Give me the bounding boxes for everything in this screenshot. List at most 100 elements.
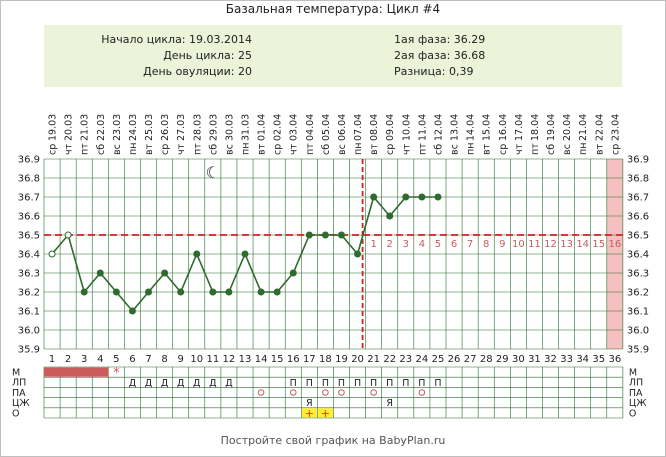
day-number-label: 9 <box>177 354 183 365</box>
day-number-label: 24 <box>416 354 429 365</box>
weekday-label: пт <box>530 143 541 155</box>
lp-mark: П <box>290 378 297 389</box>
weekday-label: вт <box>369 143 380 155</box>
weekday-label: сб <box>546 144 557 155</box>
luteal-day-label: 10 <box>512 239 525 250</box>
day-number-label: 11 <box>206 354 219 365</box>
weekday-label: ср <box>48 144 59 155</box>
date-label: 23.03 <box>112 114 123 141</box>
luteal-day-label: 6 <box>451 239 457 250</box>
date-label: 08.04 <box>369 114 380 141</box>
pa-mark <box>289 389 297 396</box>
ovulation-day: День овуляции: 20 <box>143 65 252 78</box>
date-label: 26.03 <box>160 114 171 141</box>
weekday-label: чт <box>64 143 75 155</box>
temperature-point <box>225 288 233 296</box>
day-number-label: 8 <box>161 354 167 365</box>
czh-mark: Я <box>306 398 313 409</box>
temperature-point <box>177 288 185 296</box>
weekday-label: сб <box>208 144 219 155</box>
weekday-label: ср <box>273 144 284 155</box>
temperature-point <box>209 288 217 296</box>
temperature-point <box>64 231 72 239</box>
pa-mark <box>370 389 377 396</box>
date-label: 11.04 <box>417 114 428 141</box>
moon-icon: ☾ <box>206 163 220 182</box>
row-label-left: ЛП <box>12 378 26 389</box>
o-cell <box>301 408 317 418</box>
footer-link[interactable]: Постройте свой график на BabyPlan.ru <box>220 434 446 447</box>
pa-mark <box>338 389 345 396</box>
luteal-day-label: 12 <box>544 239 557 250</box>
lp-mark: Д <box>145 378 152 389</box>
date-label: 17.04 <box>514 114 525 141</box>
lp-mark: Д <box>225 378 232 389</box>
lp-mark: П <box>322 378 329 389</box>
date-label: 15.04 <box>482 114 493 141</box>
y-tick-label-right: 36.8 <box>627 174 649 185</box>
day-number-label: 28 <box>480 354 493 365</box>
phase-difference: Разница: 0,39 <box>394 65 474 78</box>
y-tick-label-left: 36.2 <box>18 288 40 299</box>
day-number-label: 19 <box>335 354 348 365</box>
lp-mark: Д <box>129 378 136 389</box>
temperature-point <box>257 288 265 296</box>
temperature-point <box>305 231 313 239</box>
y-tick-label-left: 36.8 <box>18 174 40 185</box>
weekday-label: вт <box>594 143 605 155</box>
temperature-point <box>402 193 410 201</box>
weekday-label: чт <box>176 143 187 155</box>
weekday-label: вс <box>562 144 573 155</box>
day-number-label: 34 <box>576 354 589 365</box>
weekday-label: сб <box>96 144 107 155</box>
weekday-label: пт <box>417 143 428 155</box>
row-label-left: ПА <box>12 388 26 399</box>
date-label: 10.04 <box>401 114 412 141</box>
weekday-label: ср <box>498 144 509 155</box>
temperature-point <box>128 307 136 315</box>
star-icon: * <box>113 366 120 381</box>
lp-mark: Д <box>209 378 216 389</box>
date-label: 13.04 <box>450 114 461 141</box>
cycle-day: День цикла: 25 <box>163 49 252 62</box>
luteal-day-label: 14 <box>576 239 589 250</box>
day-number-label: 5 <box>113 354 119 365</box>
weekday-label: вс <box>224 144 235 155</box>
lp-mark: П <box>370 378 377 389</box>
date-label: 20.04 <box>562 114 573 141</box>
pa-mark <box>257 389 265 396</box>
date-label: 06.04 <box>337 114 348 141</box>
luteal-day-label: 4 <box>419 239 425 250</box>
day-number-label: 31 <box>528 354 541 365</box>
day-number-label: 16 <box>287 354 300 365</box>
y-tick-label-left: 36.6 <box>18 212 40 223</box>
luteal-day-label: 2 <box>387 239 393 250</box>
date-label: 29.03 <box>208 114 219 141</box>
day-number-label: 27 <box>464 354 477 365</box>
row-label-left: О <box>12 408 19 419</box>
day-number-label: 25 <box>432 354 445 365</box>
row-label-right: ЦЖ <box>629 398 647 409</box>
luteal-day-label: 15 <box>592 239 605 250</box>
y-tick-label-left: 36.4 <box>18 250 40 261</box>
o-mark: + <box>305 407 314 420</box>
temperature-point <box>193 250 201 258</box>
day-number-label: 2 <box>65 354 71 365</box>
date-label: 16.04 <box>498 114 509 141</box>
weekday-label: вс <box>337 144 348 155</box>
temperature-point <box>370 193 378 201</box>
y-tick-label-left: 36.5 <box>18 231 40 242</box>
temperature-point <box>80 288 88 296</box>
temperature-point <box>48 250 56 258</box>
day-number-label: 20 <box>351 354 364 365</box>
temperature-point <box>112 288 120 296</box>
date-label: 19.04 <box>546 114 557 141</box>
weekday-label: чт <box>401 143 412 155</box>
temperature-point <box>241 250 249 258</box>
y-tick-label-right: 36.5 <box>627 231 649 242</box>
temperature-point <box>337 231 345 239</box>
date-label: 12.04 <box>433 114 444 141</box>
weekday-label: пт <box>192 143 203 155</box>
day-number-label: 17 <box>303 354 316 365</box>
date-label: 22.04 <box>594 114 605 141</box>
